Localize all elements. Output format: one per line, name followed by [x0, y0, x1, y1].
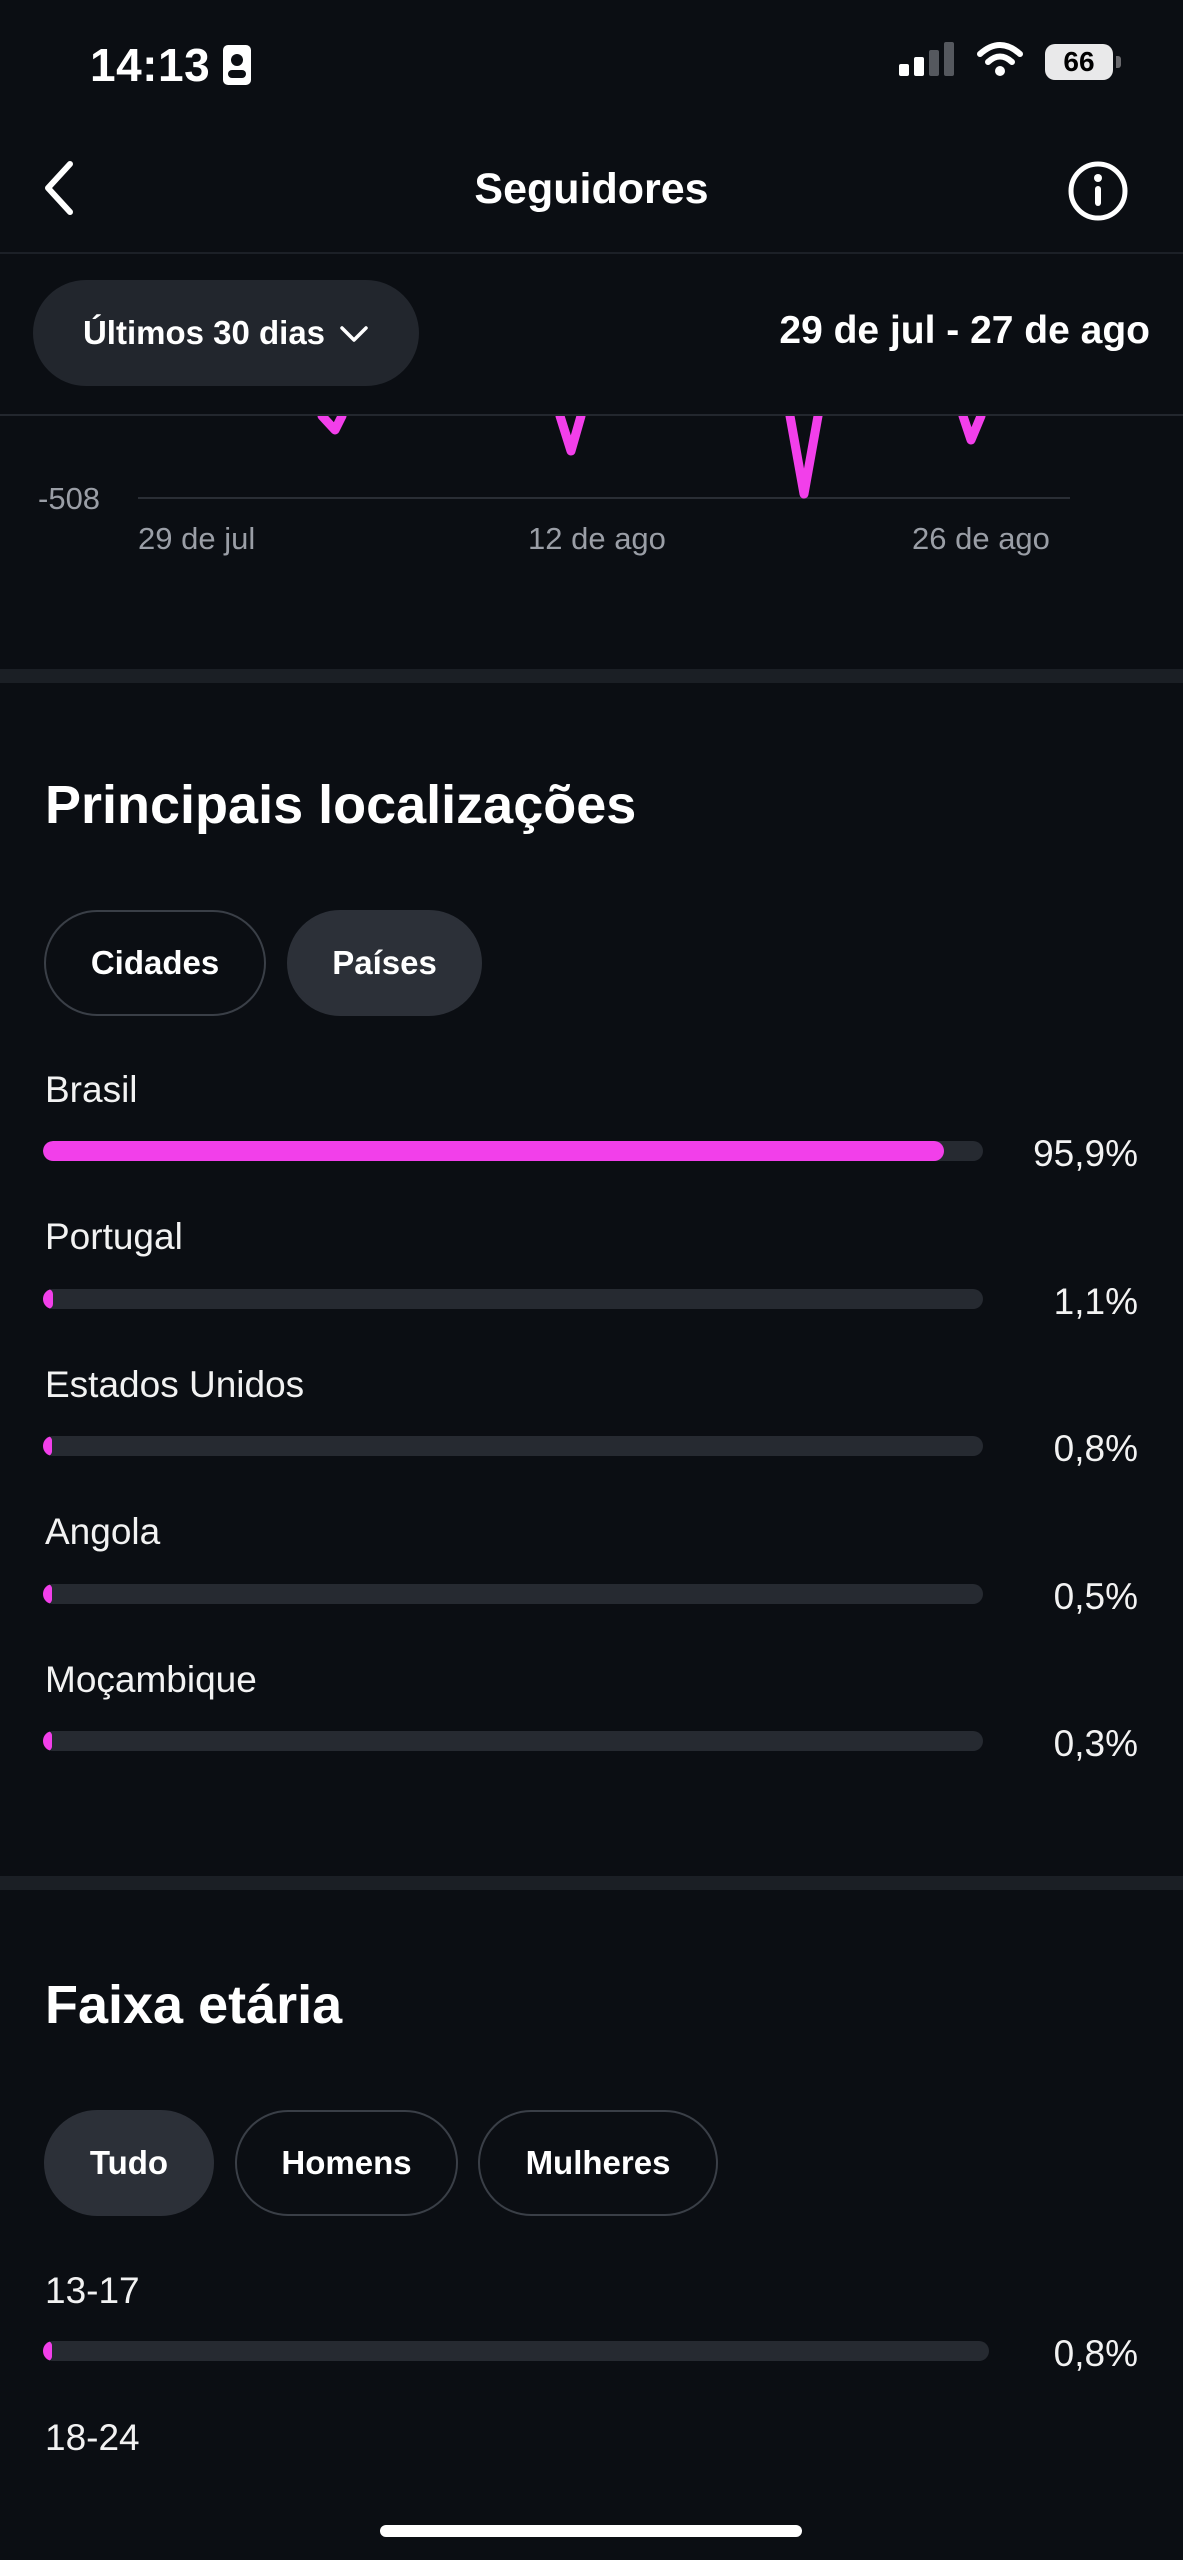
location-bar-fill — [43, 1141, 945, 1161]
cellular-signal-icon — [899, 42, 955, 81]
age-range-label: 13-17 — [45, 2270, 140, 2311]
age-bar — [43, 2341, 989, 2361]
locations-title: Principais localizações — [45, 775, 637, 835]
tab-cidades[interactable]: Cidades — [44, 910, 266, 1016]
battery-icon: 66 — [1045, 43, 1121, 80]
age-title: Faixa etária — [45, 1975, 343, 2035]
age-percent: 0,8% — [1053, 2333, 1138, 2374]
status-time: 14:13 — [90, 39, 211, 91]
section-divider — [0, 669, 1183, 683]
tab-homens[interactable]: Homens — [235, 2110, 458, 2216]
age-bar-fill — [43, 2341, 52, 2361]
chart-line-segment — [958, 416, 986, 445]
age-range-label: 18-24 — [45, 2417, 140, 2458]
filter-divider — [0, 414, 1183, 416]
chart-line-segment — [317, 416, 347, 435]
back-button[interactable] — [28, 158, 92, 222]
location-name: Moçambique — [45, 1659, 257, 1700]
location-name: Estados Unidos — [45, 1364, 305, 1405]
chevron-down-icon — [339, 314, 369, 352]
x-axis-label: 26 de ago — [912, 521, 1050, 556]
date-range-dropdown[interactable]: Últimos 30 dias — [33, 280, 419, 386]
location-bar-fill — [43, 1289, 54, 1309]
chevron-left-icon — [40, 160, 80, 221]
wifi-icon — [977, 42, 1023, 81]
home-indicator — [380, 2525, 802, 2537]
status-indicators: 66 — [899, 42, 1121, 81]
location-percent: 95,9% — [1033, 1133, 1138, 1174]
tab-paises[interactable]: Países — [287, 910, 482, 1016]
page-title: Seguidores — [474, 165, 709, 213]
location-bar — [43, 1731, 983, 1751]
chart-line-segment — [555, 416, 586, 456]
date-range-dropdown-label: Últimos 30 dias — [82, 314, 326, 351]
section-divider — [0, 1876, 1183, 1890]
location-percent: 0,3% — [1053, 1723, 1138, 1764]
contact-card-icon — [222, 44, 252, 91]
x-axis-label: 29 de jul — [138, 521, 255, 556]
location-bar-fill — [43, 1436, 52, 1456]
followers-chart: -508 29 de jul 12 de ago 26 de ago — [38, 416, 1070, 556]
location-percent: 1,1% — [1053, 1281, 1138, 1322]
tab-mulheres[interactable]: Mulheres — [478, 2110, 718, 2216]
header-divider — [0, 252, 1183, 254]
location-bar — [43, 1584, 983, 1604]
location-bar — [43, 1289, 983, 1309]
location-percent: 0,5% — [1053, 1576, 1138, 1617]
location-bar — [43, 1141, 983, 1161]
info-button[interactable] — [1067, 160, 1129, 222]
location-name: Angola — [45, 1511, 161, 1552]
location-percent: 0,8% — [1053, 1428, 1138, 1469]
date-range-text: 29 de jul - 27 de ago — [779, 309, 1150, 352]
location-name: Brasil — [45, 1069, 138, 1110]
info-icon — [1068, 161, 1128, 221]
location-bar — [43, 1436, 983, 1456]
location-name: Portugal — [45, 1216, 183, 1257]
location-bar-fill — [43, 1584, 52, 1604]
y-axis-min-label: -508 — [38, 481, 100, 516]
chart-line-segment — [785, 416, 823, 499]
tab-tudo[interactable]: Tudo — [44, 2110, 214, 2216]
location-bar-fill — [43, 1731, 52, 1751]
x-axis-label: 12 de ago — [528, 521, 666, 556]
